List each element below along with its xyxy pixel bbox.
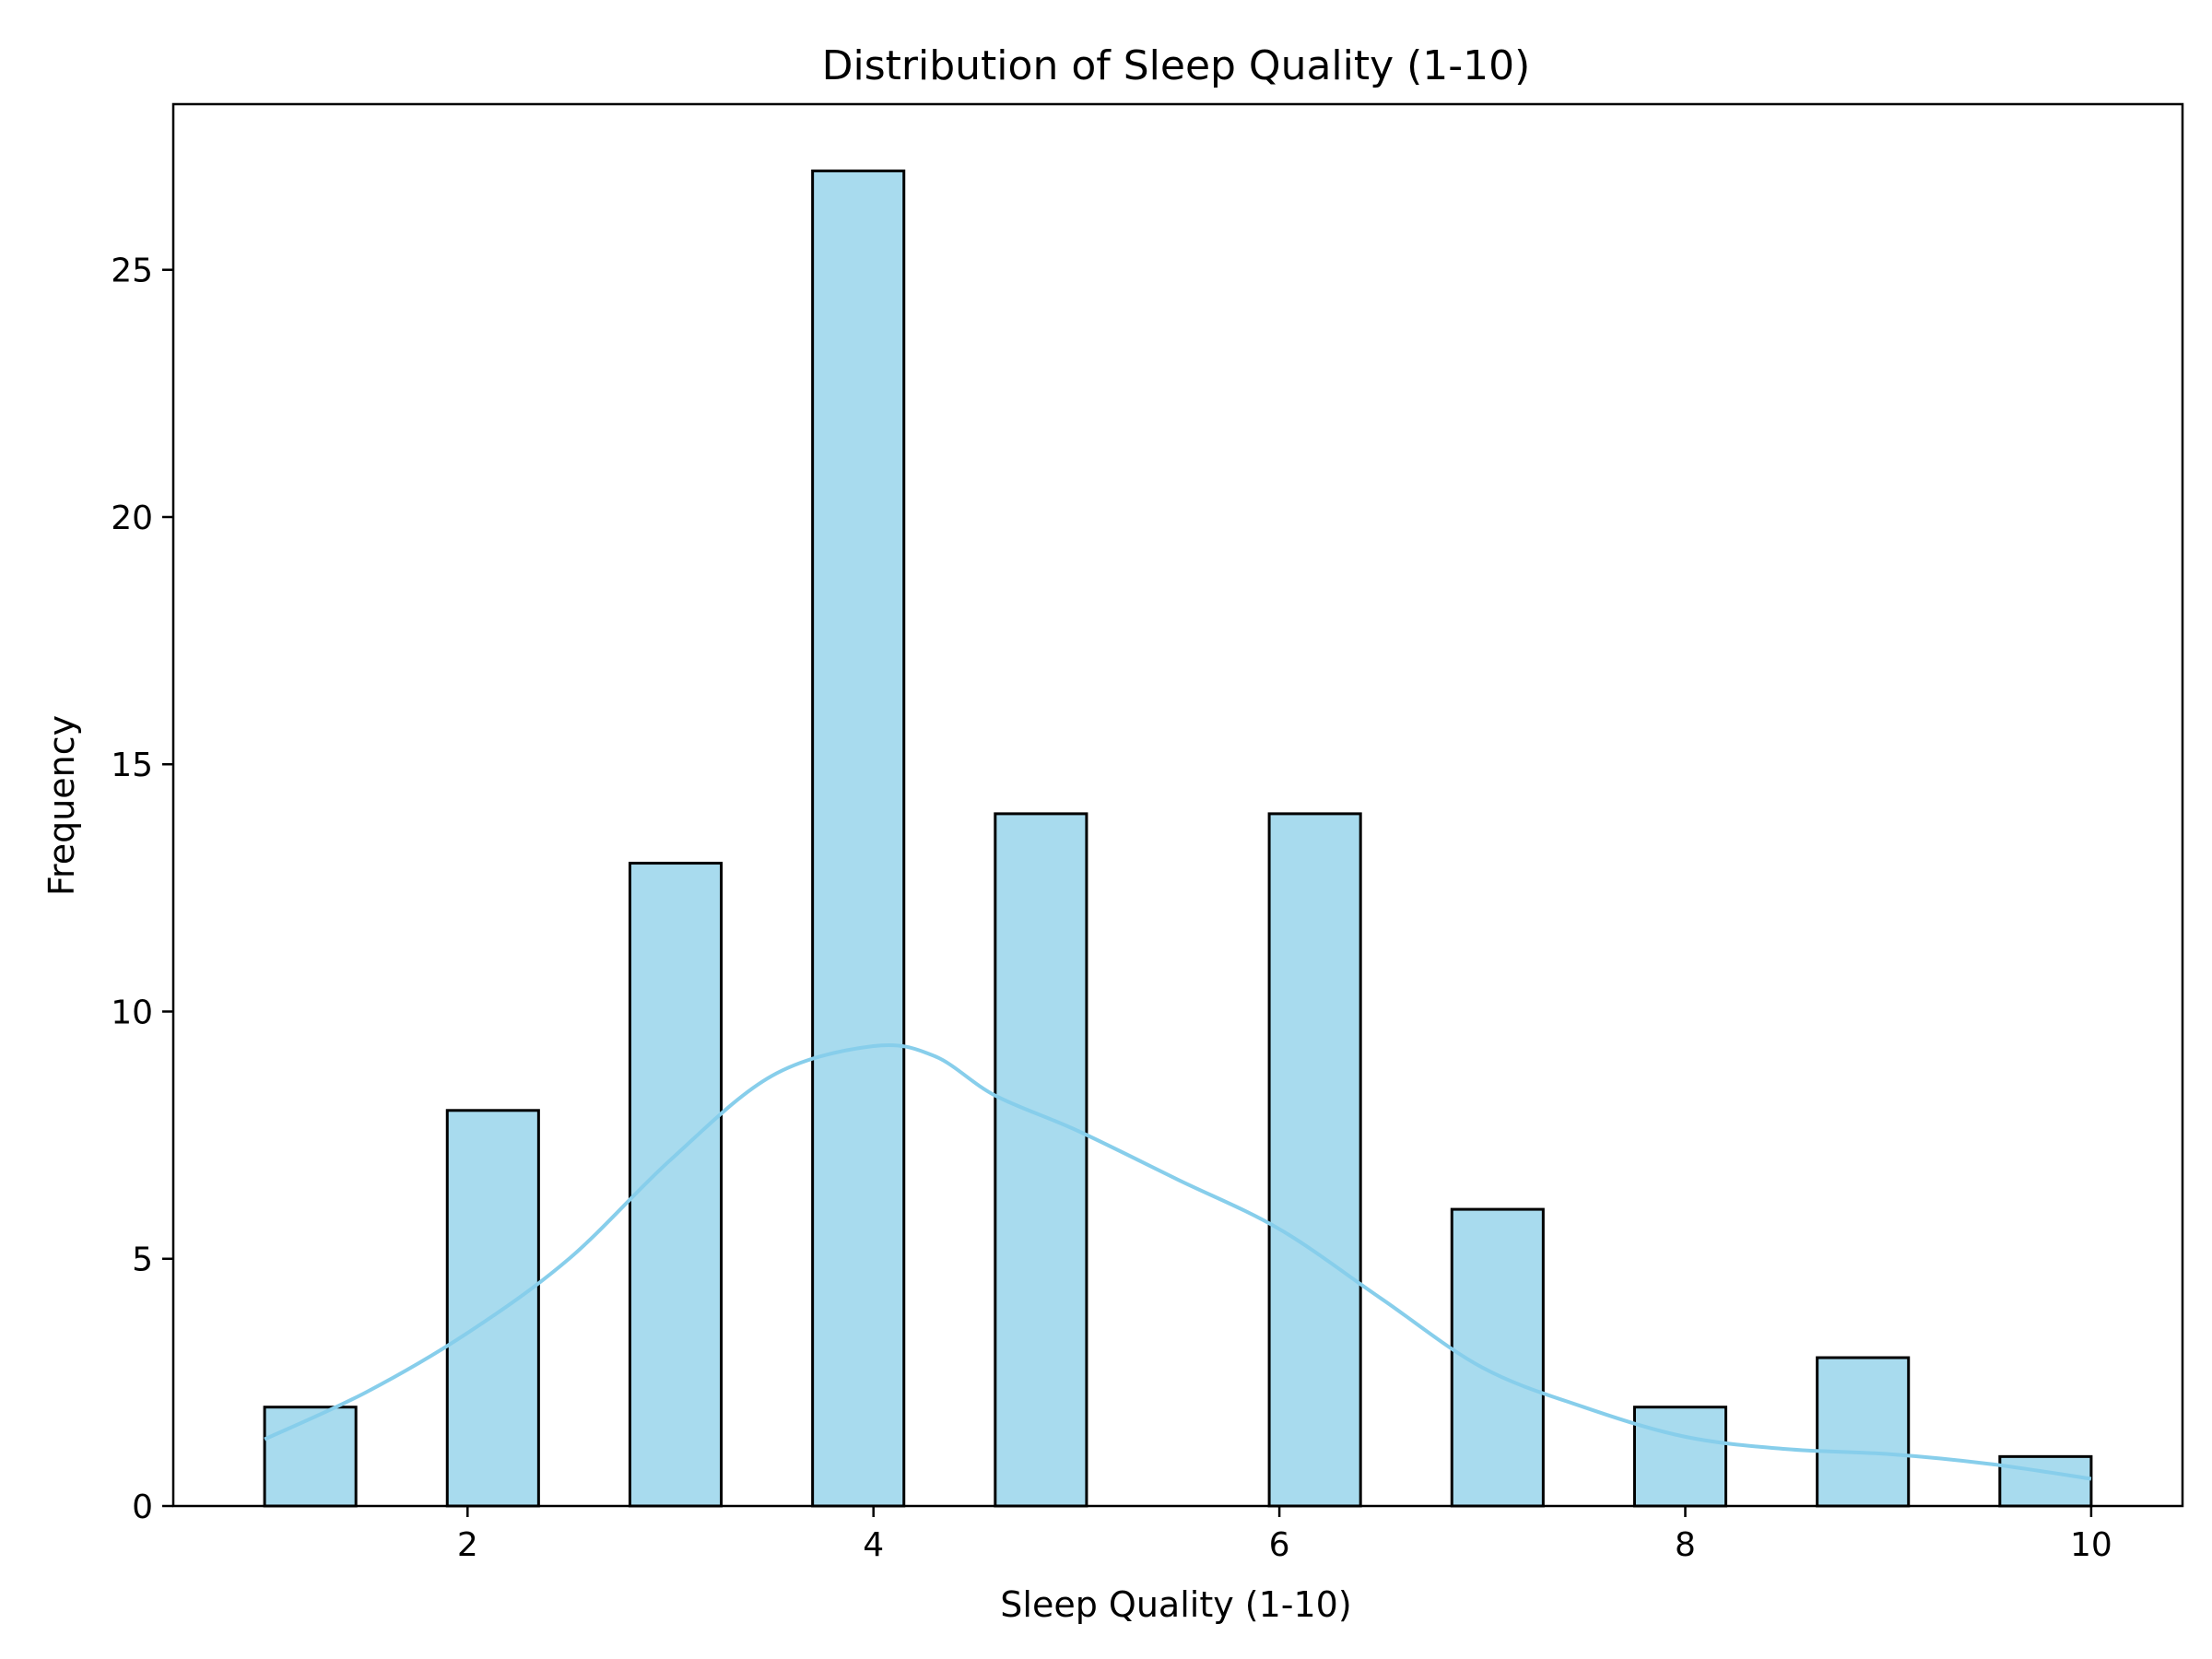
histogram-bar xyxy=(1267,812,1362,1508)
y-axis-label: Frequency xyxy=(41,715,82,896)
y-axis-ticks: 0 5 10 15 20 25 xyxy=(111,253,173,1526)
histogram-bar xyxy=(994,812,1088,1508)
y-tick-label: 10 xyxy=(111,994,153,1031)
histogram-bar xyxy=(445,1109,540,1508)
plot-frame xyxy=(171,102,2184,1508)
x-axis-label: Sleep Quality (1-10) xyxy=(1000,1584,1351,1625)
y-tick-label: 25 xyxy=(111,253,153,290)
bars-group xyxy=(263,169,2093,1508)
x-tick-label: 2 xyxy=(457,1526,478,1564)
y-tick-label: 0 xyxy=(132,1488,153,1526)
kde-curve xyxy=(264,1042,2092,1481)
x-tick-label: 8 xyxy=(1675,1526,1696,1564)
y-tick-label: 5 xyxy=(132,1241,153,1279)
x-tick-label: 10 xyxy=(2070,1526,2112,1564)
histogram-bar xyxy=(811,169,906,1508)
histogram-bar xyxy=(1998,1454,2093,1508)
histogram-bar xyxy=(1816,1356,1911,1508)
y-tick-label: 15 xyxy=(111,747,153,784)
chart-title: Distribution of Sleep Quality (1-10) xyxy=(822,42,1531,89)
x-tick-label: 4 xyxy=(863,1526,884,1564)
histogram-bar xyxy=(1632,1406,1728,1508)
y-tick-label: 20 xyxy=(111,500,153,537)
x-tick-label: 6 xyxy=(1269,1526,1290,1564)
x-axis-ticks: 2 4 6 8 10 xyxy=(457,1506,2112,1564)
histogram-bar xyxy=(263,1406,358,1508)
